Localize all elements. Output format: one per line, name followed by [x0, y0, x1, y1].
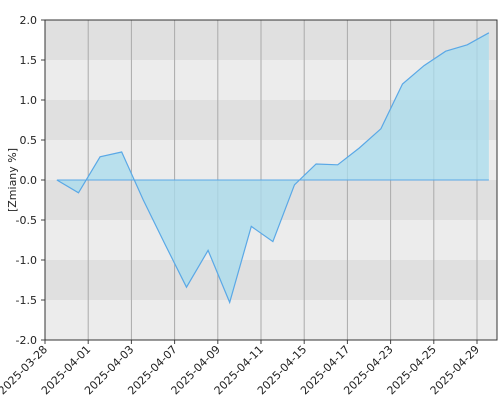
y-tick-label: 0.0 [20, 174, 38, 187]
y-tick-label: 1.5 [20, 54, 38, 67]
area [56, 32, 489, 303]
y-tick-label: 2.0 [20, 14, 38, 27]
y-tick-label: -1.5 [16, 294, 37, 307]
grid-band [45, 300, 497, 340]
y-tick-label: -2.0 [16, 334, 37, 347]
y-tick-label: 1.0 [20, 94, 38, 107]
y-tick-label: -0.5 [16, 214, 37, 227]
grid-band [45, 260, 497, 300]
grid-band [45, 20, 497, 60]
y-tick-label: -1.0 [16, 254, 37, 267]
line [56, 32, 490, 305]
plot-frame [44, 19, 498, 341]
y-tick-label: 0.5 [20, 134, 38, 147]
y-axis-label: [Zmiany %] [6, 148, 19, 212]
